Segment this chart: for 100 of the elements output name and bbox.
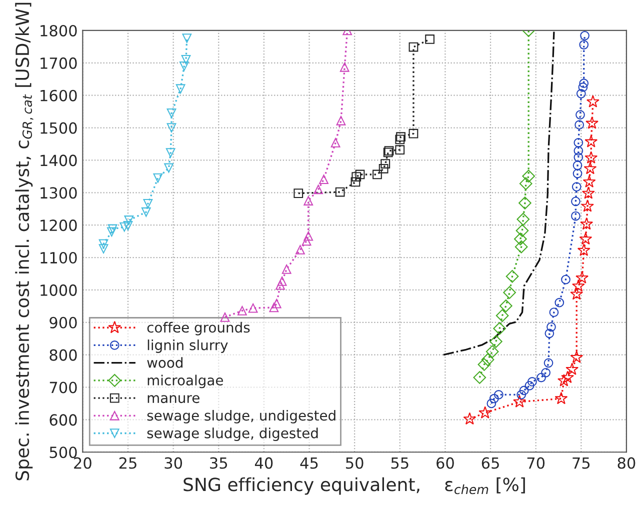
line-series xyxy=(442,30,555,356)
point xyxy=(335,187,345,197)
point xyxy=(574,138,584,148)
point xyxy=(473,371,486,384)
point xyxy=(528,377,537,386)
point xyxy=(536,372,546,382)
point xyxy=(496,309,509,322)
point xyxy=(269,302,279,312)
point xyxy=(572,182,582,192)
x-tick-label: 35 xyxy=(210,457,228,469)
point xyxy=(120,222,130,232)
point xyxy=(396,132,406,142)
legend-label: sewage sludge, undigested xyxy=(147,410,336,424)
point xyxy=(586,116,598,129)
point xyxy=(106,227,116,237)
point xyxy=(516,212,530,226)
legend-label: wood xyxy=(147,357,182,368)
point xyxy=(384,146,394,156)
point xyxy=(584,162,597,174)
point xyxy=(576,110,585,120)
point xyxy=(277,276,287,286)
point xyxy=(124,216,134,225)
point xyxy=(182,34,192,43)
legend-label: coffee grounds xyxy=(147,322,250,336)
point xyxy=(578,82,588,92)
point xyxy=(486,398,496,408)
y-tick-label: 700 xyxy=(50,382,77,394)
point xyxy=(383,148,393,158)
point xyxy=(166,148,176,158)
point xyxy=(314,184,324,194)
point xyxy=(336,116,346,126)
point xyxy=(408,42,418,52)
point xyxy=(571,196,580,206)
x-tick-label: 30 xyxy=(164,457,182,469)
point xyxy=(164,163,174,173)
y-tick-label: 1600 xyxy=(40,90,77,102)
point xyxy=(478,406,492,418)
point xyxy=(574,146,584,156)
point xyxy=(181,54,191,64)
point xyxy=(395,145,405,155)
y-tick-label: 500 xyxy=(50,446,77,458)
point xyxy=(372,170,382,180)
point xyxy=(166,108,176,118)
x-tick-label: 50 xyxy=(346,457,364,469)
point xyxy=(572,279,585,292)
point xyxy=(493,322,506,335)
point xyxy=(554,298,564,308)
point xyxy=(166,123,176,132)
point xyxy=(238,306,247,316)
point xyxy=(248,303,258,313)
x-tick-label: 80 xyxy=(618,457,636,469)
point xyxy=(506,270,519,283)
y-tick-label: 600 xyxy=(50,414,77,426)
y-tick-label: 1700 xyxy=(40,57,77,69)
point xyxy=(302,236,312,246)
point xyxy=(572,160,582,170)
y-tick-label: 1100 xyxy=(40,252,77,264)
point xyxy=(519,177,532,190)
point xyxy=(546,322,556,332)
point xyxy=(572,168,582,178)
point xyxy=(524,380,534,390)
point xyxy=(98,239,108,249)
x-tick-label: 65 xyxy=(482,457,499,469)
point xyxy=(582,186,595,199)
point xyxy=(561,274,570,284)
point xyxy=(294,188,304,198)
y-tick-label: 1300 xyxy=(40,187,77,199)
point xyxy=(518,196,532,210)
point xyxy=(561,370,574,384)
x-tick-label: 60 xyxy=(436,457,454,469)
y-tick-label: 1000 xyxy=(40,284,77,296)
point xyxy=(123,221,133,230)
point xyxy=(272,298,282,308)
legend-label: lignin slurry xyxy=(148,340,228,353)
point xyxy=(580,217,594,230)
y-tick-label: 1500 xyxy=(40,122,77,134)
point xyxy=(408,128,418,138)
y-axis-title: Spec. investment cost incl. catalyst, c$_{GR,cat}$ [USD/kW] xyxy=(15,2,34,480)
legend-label: manure xyxy=(148,395,200,404)
point xyxy=(579,232,592,245)
x-tick-label: 70 xyxy=(527,457,545,469)
point xyxy=(304,231,314,241)
point xyxy=(584,151,598,164)
point xyxy=(582,175,596,188)
point xyxy=(554,392,568,404)
y-tick-label: 1200 xyxy=(40,220,77,232)
point xyxy=(557,374,570,386)
point xyxy=(500,299,512,312)
point xyxy=(490,335,502,348)
point xyxy=(489,394,499,404)
y-tick-label: 1800 xyxy=(40,24,77,36)
point xyxy=(282,264,292,274)
point xyxy=(176,84,186,94)
y-tick-label: 800 xyxy=(50,349,77,361)
point xyxy=(220,312,230,322)
point xyxy=(352,172,362,182)
point xyxy=(586,95,600,108)
point xyxy=(541,368,550,378)
point xyxy=(514,240,528,254)
point xyxy=(296,245,305,254)
